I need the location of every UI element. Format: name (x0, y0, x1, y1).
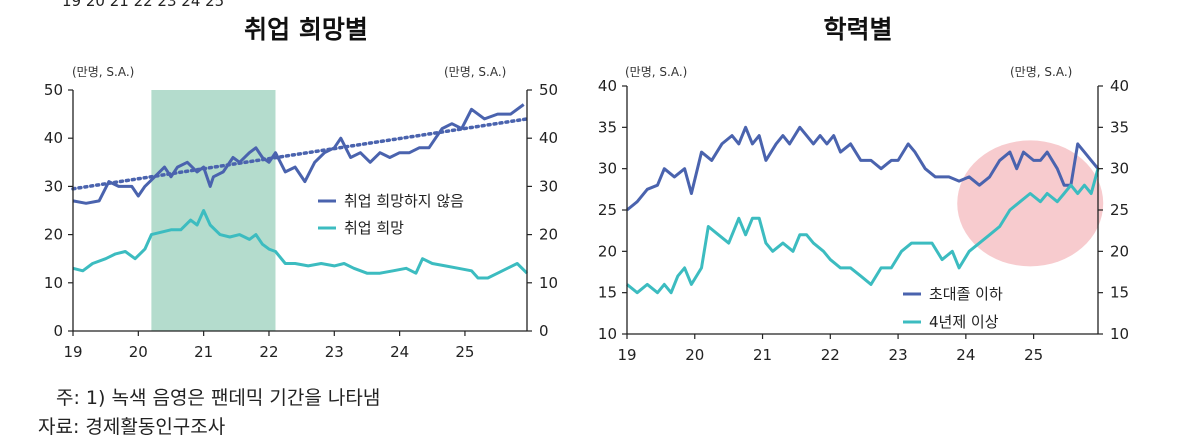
trend-line (71, 117, 529, 191)
chart-left-unit-right: (만명, S.A.) (444, 65, 506, 79)
clipped-top-text: 19 20 21 22 23 24 25 (62, 0, 224, 10)
legend-label-university-plus: 4년제 이상 (929, 313, 999, 331)
legend-label-college-or-less: 초대졸 이하 (929, 285, 1003, 303)
y-tick-left-right-4: 30 (598, 160, 617, 178)
y-tick-left-right-2: 20 (598, 242, 617, 260)
chart-right-unit-right: (만명, S.A.) (1010, 65, 1072, 79)
x-tick-right-3: 22 (821, 346, 840, 364)
x-tick-right-6: 25 (1024, 346, 1043, 364)
y-tick-left-right-5: 35 (598, 118, 617, 136)
x-tick-left-4: 23 (325, 343, 344, 361)
y-tick-right-right-5: 35 (1110, 118, 1129, 136)
y-tick-right-left-1: 10 (539, 274, 558, 292)
series-line-right-0 (626, 125, 1100, 212)
x-tick-left-5: 24 (390, 343, 409, 361)
chart-right-title: 학력별 (823, 15, 892, 44)
chart-left-unit-left: (만명, S.A.) (72, 65, 134, 79)
pandemic-shade (151, 90, 276, 331)
y-tick-right-right-4: 30 (1110, 160, 1129, 178)
y-tick-left-right-3: 25 (598, 201, 617, 219)
y-tick-left-right-0: 10 (598, 325, 617, 343)
y-tick-right-left-0: 0 (539, 322, 549, 340)
chart-left-title: 취업 희망별 (244, 15, 368, 44)
y-tick-left-left-3: 30 (44, 177, 63, 195)
y-tick-right-right-6: 40 (1110, 77, 1129, 95)
y-tick-right-left-5: 50 (539, 81, 558, 99)
x-tick-left-1: 20 (129, 343, 148, 361)
x-tick-right-2: 21 (753, 346, 772, 364)
x-tick-left-3: 22 (259, 343, 278, 361)
y-tick-left-left-5: 50 (44, 81, 63, 99)
x-tick-left-2: 21 (194, 343, 213, 361)
y-tick-right-left-3: 30 (539, 177, 558, 195)
legend-label-not-seeking: 취업 희망하지 않음 (344, 192, 464, 210)
chart-right-unit-left: (만명, S.A.) (625, 65, 687, 79)
series-line-right-1 (626, 168, 1100, 295)
series-line-left-1 (72, 209, 529, 280)
chart-left: 취업 희망별 (만명, S.A.) (만명, S.A.) 0 0 10 10 20 20 3… (44, 15, 558, 361)
y-tick-right-left-4: 40 (539, 129, 558, 147)
y-tick-left-left-0: 0 (53, 322, 63, 340)
x-tick-left-0: 19 (63, 343, 82, 361)
y-tick-left-right-6: 40 (598, 77, 617, 95)
y-tick-right-left-2: 20 (539, 226, 558, 244)
y-tick-left-left-1: 10 (44, 274, 63, 292)
y-tick-right-right-0: 10 (1110, 325, 1129, 343)
x-tick-right-0: 19 (617, 346, 636, 364)
y-tick-left-left-2: 20 (44, 226, 63, 244)
y-tick-right-right-2: 20 (1110, 242, 1129, 260)
x-tick-right-4: 23 (889, 346, 908, 364)
y-tick-left-right-1: 15 (598, 284, 617, 302)
chart-right: 학력별 (만명, S.A.) (만명, S.A.) 10 10 15 15 20 20 25… (598, 15, 1129, 364)
source-note: 자료: 경제활동인구조사 (38, 416, 226, 438)
y-tick-right-right-1: 15 (1110, 284, 1129, 302)
legend-label-seeking: 취업 희망 (344, 219, 404, 237)
x-tick-left-6: 25 (455, 343, 474, 361)
footnote: 주: 1) 녹색 음영은 팬데믹 기간을 나타냄 (56, 387, 381, 409)
y-tick-left-left-4: 40 (44, 129, 63, 147)
x-tick-right-1: 20 (685, 346, 704, 364)
y-tick-right-right-3: 25 (1110, 201, 1129, 219)
x-tick-right-5: 24 (956, 346, 975, 364)
